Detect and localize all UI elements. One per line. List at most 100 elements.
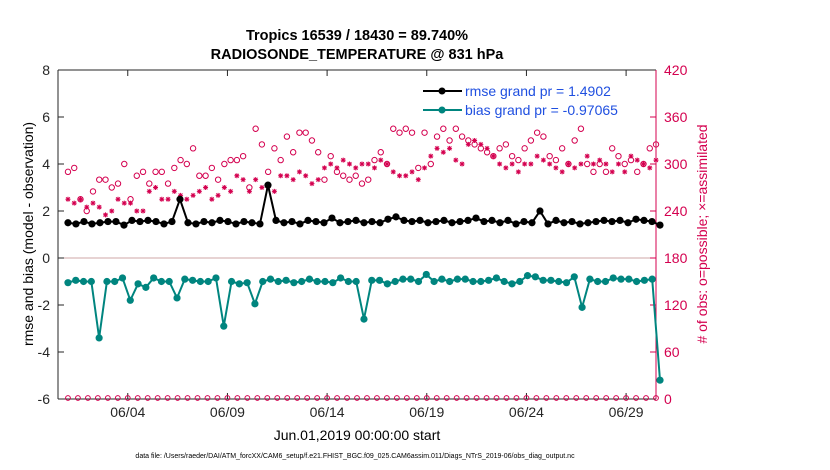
- bias-point: [438, 275, 446, 283]
- assimilated-obs-marker: [109, 208, 115, 214]
- bias-point: [243, 279, 251, 287]
- bias-point: [407, 275, 415, 283]
- rmse-point: [424, 219, 432, 227]
- assimilated-obs-marker: [609, 169, 615, 175]
- rmse-point: [496, 219, 504, 227]
- assimilated-obs-marker: [340, 157, 346, 163]
- bias-point: [399, 275, 407, 283]
- rmse-point: [632, 215, 640, 223]
- rmse-point: [640, 216, 648, 224]
- assimilated-obs-marker: [478, 141, 484, 147]
- assimilated-obs-marker: [590, 161, 596, 167]
- possible-obs-marker: [164, 180, 172, 187]
- possible-obs-marker: [183, 160, 191, 168]
- possible-obs-marker: [621, 160, 628, 168]
- assimilated-obs-marker: [447, 145, 453, 151]
- bias-point: [539, 276, 547, 284]
- assimilated-obs-marker: [422, 165, 428, 171]
- possible-obs-marker-zero: [154, 395, 161, 401]
- possible-obs-marker: [433, 133, 441, 140]
- bias-point: [633, 277, 641, 286]
- assimilated-obs-marker: [71, 200, 77, 206]
- assimilated-obs-marker: [547, 161, 553, 167]
- y-right-tick-label: 120: [664, 297, 688, 313]
- bias-point: [570, 273, 578, 281]
- possible-obs-marker: [590, 168, 597, 176]
- assimilated-obs-marker: [453, 157, 459, 163]
- assimilated-obs-marker: [271, 188, 277, 194]
- bias-point: [492, 274, 501, 282]
- assimilated-obs-marker: [515, 169, 521, 175]
- rmse-point: [472, 214, 480, 222]
- rmse-point: [208, 219, 216, 227]
- rmse-point: [480, 217, 488, 226]
- assimilated-obs-marker: [647, 165, 653, 171]
- possible-obs-marker: [440, 125, 447, 132]
- rmse-point: [552, 216, 560, 224]
- legend-bias-marker: [438, 106, 446, 114]
- rmse-point: [136, 217, 144, 226]
- possible-obs-marker: [308, 137, 316, 144]
- possible-obs-marker-zero: [593, 395, 600, 401]
- assimilated-obs-marker: [290, 177, 296, 183]
- bias-point: [531, 273, 539, 281]
- possible-obs-marker-zero: [194, 395, 201, 401]
- assimilated-obs-marker: [346, 161, 352, 167]
- possible-obs-marker: [496, 145, 503, 152]
- possible-obs-marker-zero: [314, 395, 321, 401]
- assimilated-obs-marker: [640, 161, 646, 167]
- possible-obs-marker: [446, 137, 453, 144]
- assimilated-obs-marker: [253, 177, 259, 183]
- legend: rmse grand pr = 1.4902 bias grand pr = -…: [418, 80, 650, 120]
- possible-obs-marker-zero: [583, 395, 590, 401]
- bias-point: [500, 277, 508, 286]
- possible-obs-marker: [233, 156, 241, 164]
- possible-obs-marker-zero: [164, 395, 171, 401]
- possible-obs-marker-zero: [503, 395, 510, 401]
- rmse-point: [544, 220, 552, 228]
- assimilated-obs-marker: [428, 153, 434, 159]
- possible-obs-marker-zero: [294, 395, 301, 401]
- assimilated-obs-marker: [215, 192, 221, 198]
- assimilated-obs-marker: [196, 188, 202, 194]
- assimilated-obs-marker: [259, 185, 265, 190]
- possible-obs-marker: [646, 145, 653, 152]
- possible-obs-marker: [652, 141, 660, 148]
- possible-obs-marker: [602, 168, 610, 176]
- possible-obs-marker: [146, 180, 153, 187]
- rmse-point: [648, 217, 656, 226]
- possible-obs-marker-zero: [274, 395, 281, 401]
- bias-point: [282, 276, 290, 284]
- bias-point: [196, 277, 204, 286]
- bias-point: [601, 277, 610, 286]
- rmse-point: [88, 220, 96, 228]
- possible-obs-marker-zero: [264, 395, 271, 401]
- possible-obs-marker-zero: [94, 395, 101, 401]
- possible-obs-marker: [96, 176, 103, 183]
- rmse-point: [576, 220, 584, 228]
- assimilated-obs-marker: [597, 157, 603, 163]
- bias-point: [220, 322, 228, 330]
- y-tick-label: -6: [38, 391, 51, 407]
- bias-point: [562, 279, 571, 287]
- assimilated-obs-marker: [497, 161, 503, 167]
- possible-obs-marker: [571, 137, 578, 144]
- possible-obs-marker: [346, 176, 353, 183]
- possible-obs-marker: [208, 164, 216, 172]
- possible-obs-marker-zero: [543, 395, 550, 401]
- rmse-point: [616, 216, 624, 224]
- possible-obs-marker: [421, 129, 428, 136]
- possible-obs-marker-zero: [423, 395, 430, 401]
- assimilated-obs-marker: [528, 161, 534, 167]
- rmse-point: [448, 219, 456, 227]
- bias-point: [329, 279, 337, 287]
- chart-title-line1: Tropics 16539 / 18430 = 89.740%: [246, 28, 468, 44]
- possible-obs-marker-zero: [114, 395, 121, 401]
- assimilated-obs-marker: [90, 200, 96, 206]
- bias-point: [430, 277, 438, 286]
- possible-obs-marker: [427, 160, 434, 168]
- bias-point: [648, 275, 656, 283]
- possible-obs-marker: [158, 168, 166, 176]
- possible-obs-marker: [402, 125, 409, 132]
- possible-obs-marker-zero: [463, 395, 470, 401]
